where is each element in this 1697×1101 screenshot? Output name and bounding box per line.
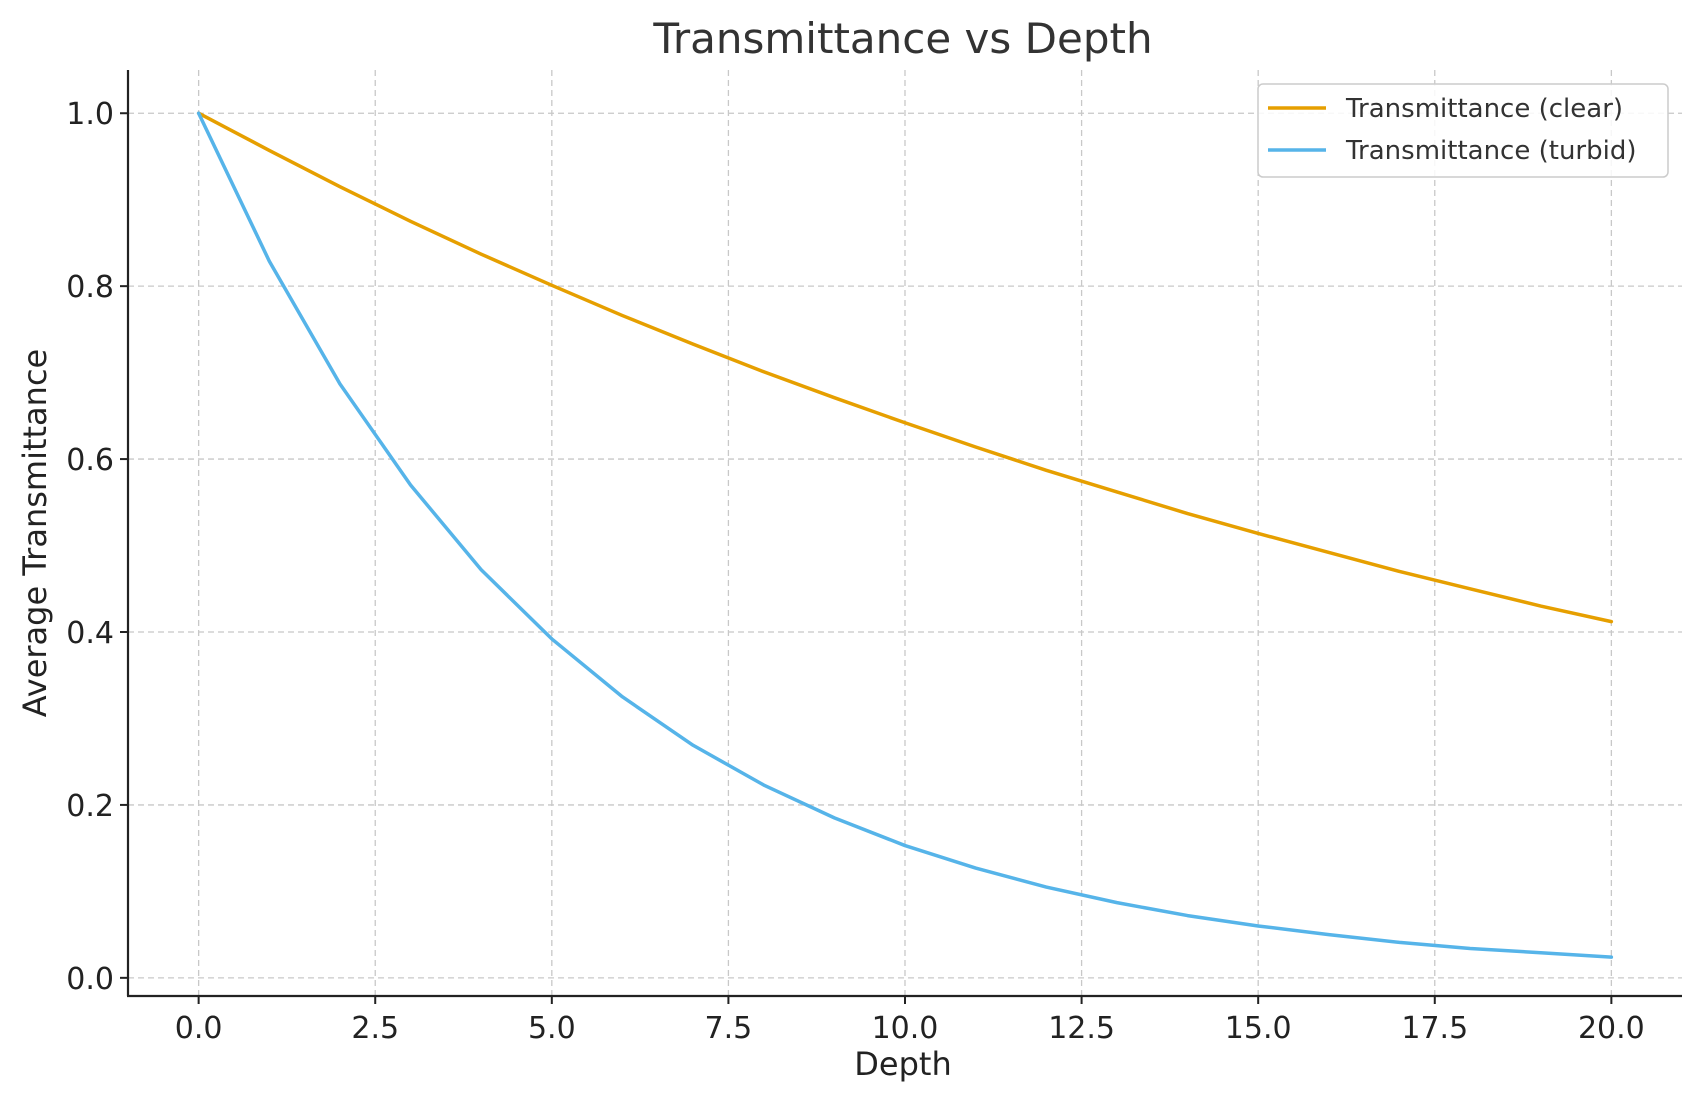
y-tick-label: 0.6 bbox=[66, 443, 114, 478]
x-tick-label: 10.0 bbox=[872, 1011, 939, 1046]
series-lines bbox=[196, 111, 1614, 959]
y-tick-label: 0.2 bbox=[66, 789, 114, 824]
x-axis-label: Depth bbox=[854, 1045, 951, 1083]
y-tick-label: 0.8 bbox=[66, 270, 114, 305]
y-axis-label: Average Transmittance bbox=[16, 349, 54, 717]
series-line-clear bbox=[196, 111, 1614, 624]
x-tick-label: 5.0 bbox=[528, 1011, 576, 1046]
legend-label-turbid: Transmittance (turbid) bbox=[1345, 136, 1637, 166]
x-tick-label: 15.0 bbox=[1225, 1011, 1292, 1046]
legend-label-clear: Transmittance (clear) bbox=[1345, 94, 1623, 124]
legend: Transmittance (clear) Transmittance (tur… bbox=[1257, 83, 1669, 178]
x-tick-label: 0.0 bbox=[175, 1011, 223, 1046]
x-axis-ticks: 0.0 2.5 5.0 7.5 10.0 12.5 15.0 17.5 20.0 bbox=[175, 996, 1645, 1046]
y-tick-label: 0.0 bbox=[66, 962, 114, 997]
y-tick-label: 1.0 bbox=[66, 97, 114, 132]
x-tick-label: 20.0 bbox=[1578, 1011, 1645, 1046]
x-tick-label: 2.5 bbox=[351, 1011, 399, 1046]
x-tick-label: 12.5 bbox=[1048, 1011, 1115, 1046]
x-tick-label: 7.5 bbox=[705, 1011, 753, 1046]
x-tick-label: 17.5 bbox=[1401, 1011, 1468, 1046]
y-axis-ticks: 0.0 0.2 0.4 0.6 0.8 1.0 bbox=[66, 97, 128, 997]
y-tick-label: 0.4 bbox=[66, 616, 114, 651]
chart-title: Transmittance vs Depth bbox=[652, 14, 1152, 63]
legend-box bbox=[1257, 83, 1669, 178]
series-line-turbid bbox=[196, 111, 1614, 959]
